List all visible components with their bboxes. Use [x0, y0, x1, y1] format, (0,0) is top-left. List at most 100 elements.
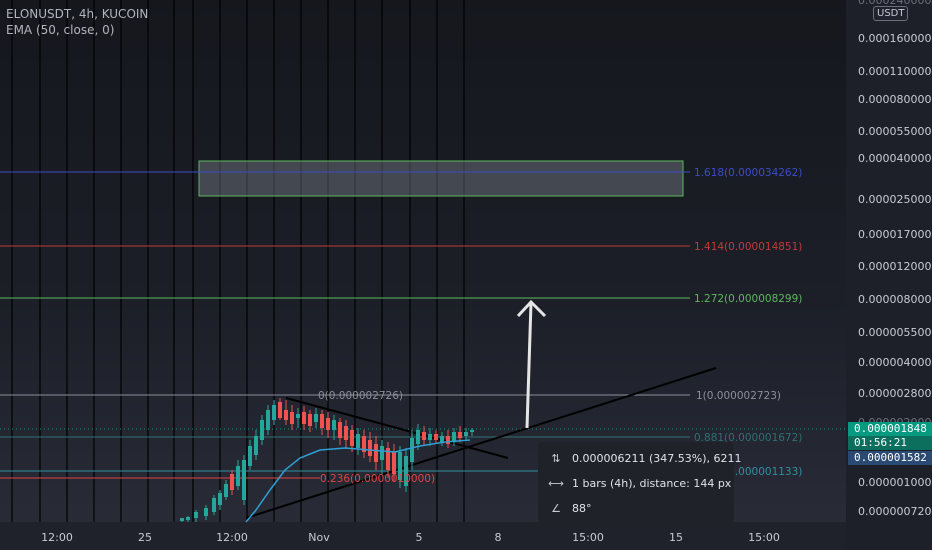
- candle-body-37: [410, 438, 414, 462]
- fib-label-4: 0(0.000002726): [318, 390, 403, 402]
- candle-body-47: [470, 430, 474, 432]
- time-label-1: 25: [138, 531, 152, 544]
- time-label-5: 8: [495, 531, 502, 544]
- fib-label-1: 1.414(0.000014851): [694, 241, 802, 253]
- candle-body-45: [458, 432, 462, 438]
- symbol-line: ELONUSDT, 4h, KUCOIN: [6, 7, 149, 21]
- price-label-7: 0.000012000: [858, 260, 931, 273]
- candle-body-33: [386, 448, 390, 470]
- ascending-trend-line: [245, 367, 717, 519]
- candle-body-29: [362, 436, 366, 452]
- candle-body-17: [290, 412, 294, 424]
- ema-line: [245, 439, 471, 523]
- price-label-11: 0.000002800: [858, 387, 931, 400]
- candle-body-10: [248, 446, 252, 466]
- price-label-3: 0.000055000: [858, 125, 931, 138]
- price-label-9: 0.000005500: [858, 326, 931, 339]
- fib-label-3: 1(0.000002723): [696, 390, 781, 402]
- fib-label-7: 0.236(0.0000010000): [320, 473, 435, 485]
- candle-body-44: [452, 432, 456, 442]
- candle-body-42: [440, 436, 444, 442]
- candle-body-26: [344, 426, 348, 440]
- price-label-1: 0.000110000: [858, 65, 931, 78]
- candle-body-21: [314, 414, 318, 422]
- angle-icon: ∠: [551, 502, 561, 515]
- price-label-2: 0.000080000: [858, 93, 931, 106]
- time-label-3: Nov: [308, 531, 330, 544]
- candle-body-9: [242, 460, 246, 500]
- candle-body-20: [308, 414, 312, 426]
- price-change-text: 0.000006211 (347.53%), 6211: [572, 452, 742, 465]
- fib-label-5: 0.881(0.000001672): [694, 432, 802, 444]
- candle-body-23: [326, 418, 330, 430]
- time-label-7: 15: [669, 531, 683, 544]
- candle-body-8: [236, 466, 240, 486]
- arrow-head: [516, 299, 547, 318]
- price-label-10: 0.000004000: [858, 356, 931, 369]
- ema-value-badge: 0.000001582: [848, 451, 932, 465]
- candles: [180, 398, 474, 522]
- candle-body-34: [392, 452, 396, 474]
- descending-trend-line: [285, 397, 509, 459]
- vertical-range-icon: ⇅: [551, 452, 561, 465]
- candle-body-43: [446, 436, 450, 444]
- candle-body-0: [180, 518, 184, 521]
- time-label-2: 12:00: [216, 531, 248, 544]
- time-axis-background: [0, 522, 846, 550]
- candle-body-46: [464, 432, 468, 436]
- price-change-row: ⇅ 0.000006211 (347.53%), 6211: [548, 450, 742, 468]
- candle-body-1: [186, 517, 190, 520]
- bars-text: 1 bars (4h), distance: 144 px: [572, 477, 732, 490]
- price-label-12: 0.000001000: [858, 476, 931, 489]
- price-label-top-partial: 0.000240000: [858, 0, 931, 7]
- fib-zone-rect: [198, 160, 684, 197]
- angle-text: 88°: [572, 502, 592, 515]
- currency-badge[interactable]: USDT: [873, 6, 909, 21]
- candle-body-32: [380, 446, 384, 460]
- candle-body-22: [320, 414, 324, 428]
- candle-body-41: [434, 434, 438, 440]
- candle-body-18: [296, 414, 300, 418]
- candle-body-39: [422, 432, 426, 440]
- candle-body-28: [356, 434, 360, 448]
- time-axis-labels: 12:00 25 12:00 Nov 5 8 15:00 15 15:00: [41, 531, 780, 544]
- countdown-badge: 01:56:21: [848, 436, 932, 450]
- measure-arrow[interactable]: [516, 299, 547, 429]
- price-label-4: 0.000040000: [858, 152, 931, 165]
- candle-body-2: [194, 512, 198, 518]
- time-label-6: 15:00: [572, 531, 604, 544]
- candle-body-15: [278, 402, 282, 418]
- candle-body-3: [204, 508, 208, 516]
- fib-label-2: 1.272(0.000008299): [694, 293, 802, 305]
- candle-body-40: [428, 434, 432, 440]
- candle-body-27: [350, 430, 354, 446]
- measure-info-box: ⇅ 0.000006211 (347.53%), 6211 ⟷ 1 bars (4h…: [538, 442, 742, 526]
- price-label-8: 0.000008000: [858, 293, 931, 306]
- fib-zone: [198, 160, 684, 197]
- candle-body-4: [212, 498, 216, 512]
- time-label-4: 5: [416, 531, 423, 544]
- trend-lines[interactable]: [245, 367, 717, 519]
- last-price-badge: 0.000001848: [848, 422, 932, 436]
- candle-body-16: [284, 410, 288, 420]
- candle-body-30: [368, 440, 372, 456]
- candle-body-35: [398, 452, 402, 480]
- price-label-6: 0.000017000: [858, 228, 931, 241]
- chart-header: ELONUSDT, 4h, KUCOIN EMA (50, close, 0): [6, 6, 148, 38]
- candle-body-11: [254, 436, 258, 455]
- price-axis-labels: 0.000160000 0.000110000 0.000080000 0.00005…: [858, 0, 931, 518]
- price-label-13: 0.000000720: [858, 505, 931, 518]
- indicator-line: EMA (50, close, 0): [6, 23, 115, 37]
- candle-body-25: [338, 422, 342, 438]
- fib-lines: [0, 171, 846, 479]
- bars-row: ⟷ 1 bars (4h), distance: 144 px: [548, 475, 731, 493]
- candle-body-5: [218, 493, 222, 505]
- candle-body-6: [224, 484, 228, 497]
- candle-body-12: [260, 420, 264, 440]
- candle-body-36: [404, 456, 408, 486]
- price-axis-background: [846, 0, 932, 550]
- price-label-0: 0.000160000: [858, 32, 931, 45]
- price-label-5: 0.000025000: [858, 193, 931, 206]
- horizontal-range-icon: ⟷: [548, 477, 564, 490]
